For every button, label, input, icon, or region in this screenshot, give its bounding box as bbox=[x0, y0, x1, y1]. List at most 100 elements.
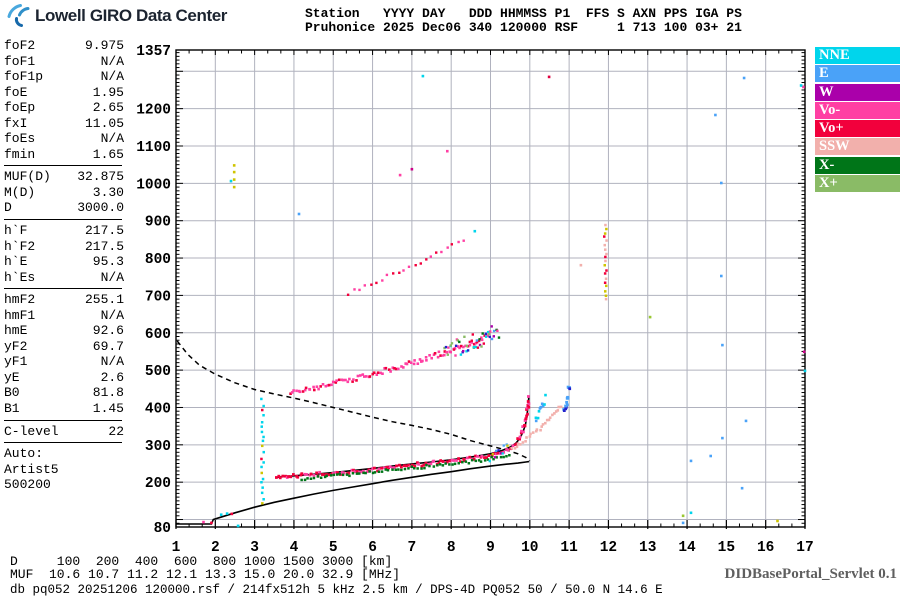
trace-lines bbox=[176, 340, 531, 525]
y-tick-label: 400 bbox=[145, 401, 171, 417]
servlet-version-label: DIDBasePortal_Servlet 0.1 bbox=[724, 566, 897, 582]
y-tick-label: 800 bbox=[145, 252, 171, 268]
param-row-yf2: yF2 69.7 bbox=[4, 339, 124, 355]
dots-second-hop-trace bbox=[289, 330, 492, 395]
param-value: N/A bbox=[100, 53, 124, 69]
param-label: h`Es bbox=[4, 269, 36, 285]
param-value: 9.975 bbox=[84, 38, 124, 53]
param-value: 255.1 bbox=[84, 292, 124, 308]
param-value: 69.7 bbox=[92, 338, 124, 354]
dots-f2-o-trace bbox=[275, 395, 531, 480]
param-value: N/A bbox=[100, 69, 124, 85]
parameter-panel: foF2 9.975 foF1 N/A foF1p N/A foE 1.95 foEp 2.65 f… bbox=[4, 38, 124, 493]
file-info-line: db pq052 20251206 120000.rsf / 214fx512h… bbox=[10, 583, 663, 597]
legend-item-vo: Vo+ bbox=[815, 120, 900, 138]
x-tick-label: 17 bbox=[796, 540, 813, 556]
param-row-b0: B0 81.8 bbox=[4, 385, 124, 401]
muf-row: MUF 10.6 10.7 11.2 12.1 13.3 15.0 20.0 3… bbox=[10, 567, 401, 582]
dots-x-trace-blue-cluster bbox=[534, 393, 547, 423]
legend-item-x: X- bbox=[815, 156, 900, 174]
y-tick-label: 1100 bbox=[136, 140, 171, 156]
param-label: hmE bbox=[4, 323, 28, 339]
param-row-foes: foEs N/A bbox=[4, 131, 124, 147]
param-row-fof2: foF2 9.975 bbox=[4, 38, 124, 54]
auto-line-0: Auto: bbox=[4, 446, 44, 462]
param-label: hmF1 bbox=[4, 307, 36, 323]
dots-f2-o-trace-green bbox=[300, 454, 511, 482]
panel-separator bbox=[4, 419, 122, 421]
y-tick-label: 500 bbox=[145, 364, 171, 380]
param-label: foEs bbox=[4, 131, 36, 147]
param-label: h`F bbox=[4, 223, 28, 239]
y-tick-label: 300 bbox=[145, 439, 171, 455]
y-tick-label: 700 bbox=[145, 289, 171, 305]
plot-axes bbox=[175, 49, 806, 529]
param-row-fxi: fxI 11.05 bbox=[4, 116, 124, 132]
param-row-b1: B1 1.45 bbox=[4, 401, 124, 417]
param-value: 11.05 bbox=[84, 115, 124, 131]
param-value: N/A bbox=[100, 269, 124, 285]
line-muf-transmission-curve bbox=[176, 340, 531, 462]
y-tick-label: 600 bbox=[145, 327, 171, 343]
param-label: C-level bbox=[4, 423, 59, 439]
dots-spread-column-12mhz bbox=[603, 223, 608, 301]
param-row-he: h`E 95.3 bbox=[4, 254, 124, 270]
param-label: yF2 bbox=[4, 338, 28, 354]
param-label: B1 bbox=[4, 401, 20, 417]
plot-grid bbox=[176, 50, 805, 527]
station-header: Station YYYY DAY DDD HHMMSS P1 FFS S AXN… bbox=[305, 7, 742, 35]
param-label: foE bbox=[4, 84, 28, 100]
x-tick-label: 9 bbox=[486, 540, 495, 556]
param-value: 95.3 bbox=[92, 254, 124, 270]
legend-item-e: E bbox=[815, 65, 900, 83]
station-header-line1: Station YYYY DAY DDD HHMMSS P1 FFS S AXN… bbox=[305, 6, 742, 21]
x-tick-label: 15 bbox=[718, 540, 735, 556]
param-row-yf1: yF1 N/A bbox=[4, 354, 124, 370]
distance-row: D 100 200 400 600 800 1000 1500 3000 [km… bbox=[10, 554, 393, 569]
x-tick-label: 8 bbox=[447, 540, 456, 556]
auto-line-1: Artist5 bbox=[4, 461, 59, 477]
param-row-foep: foEp 2.65 bbox=[4, 100, 124, 116]
param-row-hf2: h`F2 217.5 bbox=[4, 239, 124, 255]
param-value: 3000.0 bbox=[77, 200, 124, 216]
param-row-fof1p: foF1p N/A bbox=[4, 69, 124, 85]
param-row-hmf1: hmF1 N/A bbox=[4, 308, 124, 324]
param-row-fof1: foF1 N/A bbox=[4, 54, 124, 70]
param-value: 2.65 bbox=[92, 100, 124, 116]
param-row-ye: yE 2.6 bbox=[4, 370, 124, 386]
legend-item-ssw: SSW bbox=[815, 138, 900, 156]
line-o-trace-fit bbox=[276, 395, 530, 479]
param-value: N/A bbox=[100, 307, 124, 323]
auto-line-2: 500200 bbox=[4, 477, 51, 493]
legend-item-w: W bbox=[815, 83, 900, 101]
y-tick-label: 200 bbox=[145, 476, 171, 492]
param-value: 3.30 bbox=[92, 184, 124, 200]
y-tick-label: 900 bbox=[145, 215, 171, 231]
param-label: foF1 bbox=[4, 53, 36, 69]
param-value: 92.6 bbox=[92, 323, 124, 339]
param-row-clevel: C-level 22 bbox=[4, 424, 124, 440]
logo-text: Lowell GIRO Data Center bbox=[35, 6, 228, 25]
dots-second-hop-spread bbox=[441, 325, 501, 357]
dots-x-trace-tail bbox=[562, 385, 572, 412]
param-label: M(D) bbox=[4, 184, 36, 200]
x-tick-label: 11 bbox=[560, 540, 578, 556]
panel-separator bbox=[4, 442, 122, 444]
param-row-hmf2: hmF2 255.1 bbox=[4, 292, 124, 308]
x-tick-label: 14 bbox=[678, 540, 696, 556]
param-label: D bbox=[4, 200, 12, 216]
param-row-mufd: MUF(D) 32.875 bbox=[4, 169, 124, 185]
param-value: 22 bbox=[108, 423, 124, 439]
param-value: 2.6 bbox=[100, 369, 124, 385]
dots-trace-top-multicolor bbox=[488, 443, 509, 463]
dots-interference-column-3mhz bbox=[260, 397, 265, 505]
param-label: MUF(D) bbox=[4, 169, 51, 185]
legend-item-vo: Vo- bbox=[815, 101, 900, 119]
param-value: 217.5 bbox=[84, 223, 124, 239]
param-value: 81.8 bbox=[92, 385, 124, 401]
panel-separator bbox=[4, 165, 122, 167]
y-tick-label: 1357 bbox=[136, 44, 171, 60]
station-header-line2: Pruhonice 2025 Dec06 340 120000 RSF 1 71… bbox=[305, 20, 742, 35]
param-value: N/A bbox=[100, 354, 124, 370]
